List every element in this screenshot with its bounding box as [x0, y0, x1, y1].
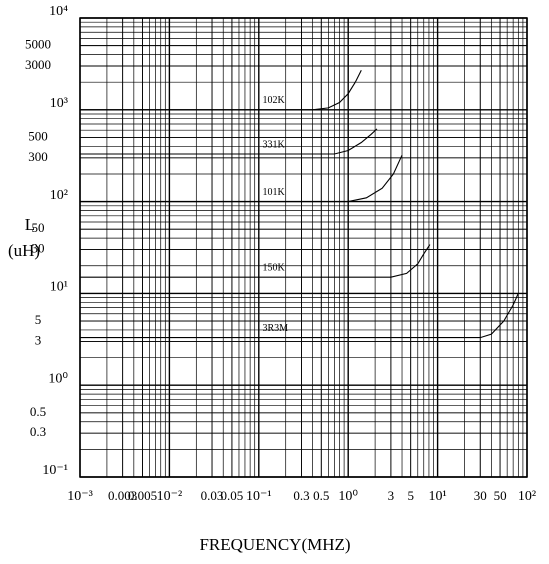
y-tick-label: 10⁻¹	[42, 463, 68, 478]
x-tick-label: 10⁻²	[157, 489, 183, 504]
x-axis-label: FREQUENCY(MHZ)	[199, 535, 350, 554]
curve-label: 102K	[263, 95, 286, 106]
curve	[80, 293, 519, 339]
y-tick-label: 0.3	[30, 424, 46, 439]
x-tick-label: 10⁻¹	[246, 489, 272, 504]
y-tick-label: 5	[35, 312, 42, 327]
curve-label: 150K	[263, 263, 286, 274]
y-tick-label: 3000	[25, 57, 51, 72]
x-tick-label: 30	[474, 488, 487, 503]
curve-label: 101K	[263, 187, 286, 198]
x-tick-label: 0.05	[221, 488, 244, 503]
x-tick-label: 0.005	[128, 488, 157, 503]
y-tick-label: 50	[32, 220, 45, 235]
y-tick-label: 3	[35, 332, 42, 347]
y-tick-label: 10²	[50, 188, 68, 203]
x-tick-label: 0.3	[293, 488, 309, 503]
y-tick-label: 10³	[50, 96, 68, 111]
y-axis-label: (uH)	[8, 241, 40, 260]
x-tick-label: 50	[494, 488, 507, 503]
curve	[80, 154, 403, 203]
x-tick-label: 10²	[518, 489, 536, 504]
x-tick-label: 5	[407, 488, 414, 503]
curve	[80, 128, 378, 155]
x-tick-label: 0.5	[313, 488, 329, 503]
x-tick-label: 10¹	[428, 489, 446, 504]
x-tick-label: 10⁰	[338, 489, 358, 504]
y-tick-label: 10¹	[50, 280, 68, 295]
y-tick-label: 300	[28, 149, 48, 164]
y-tick-label: 10⁴	[49, 4, 68, 19]
x-tick-label: 3	[388, 488, 395, 503]
plot-frame	[79, 17, 528, 478]
x-tick-label: 0.03	[201, 488, 224, 503]
curve	[80, 69, 362, 111]
x-tick-label: 10⁻³	[67, 489, 93, 504]
curve-label: 3R3M	[263, 323, 289, 334]
y-tick-label: 10⁰	[48, 371, 68, 386]
x-tick-label: 0.003	[108, 488, 137, 503]
y-tick-label: 0.5	[30, 404, 46, 419]
curve	[80, 244, 431, 278]
y-axis-label: L	[25, 215, 35, 234]
y-tick-label: 5000	[25, 37, 51, 52]
curve-label: 331K	[263, 139, 286, 150]
y-tick-label: 500	[28, 128, 48, 143]
y-tick-label: 30	[32, 241, 45, 256]
